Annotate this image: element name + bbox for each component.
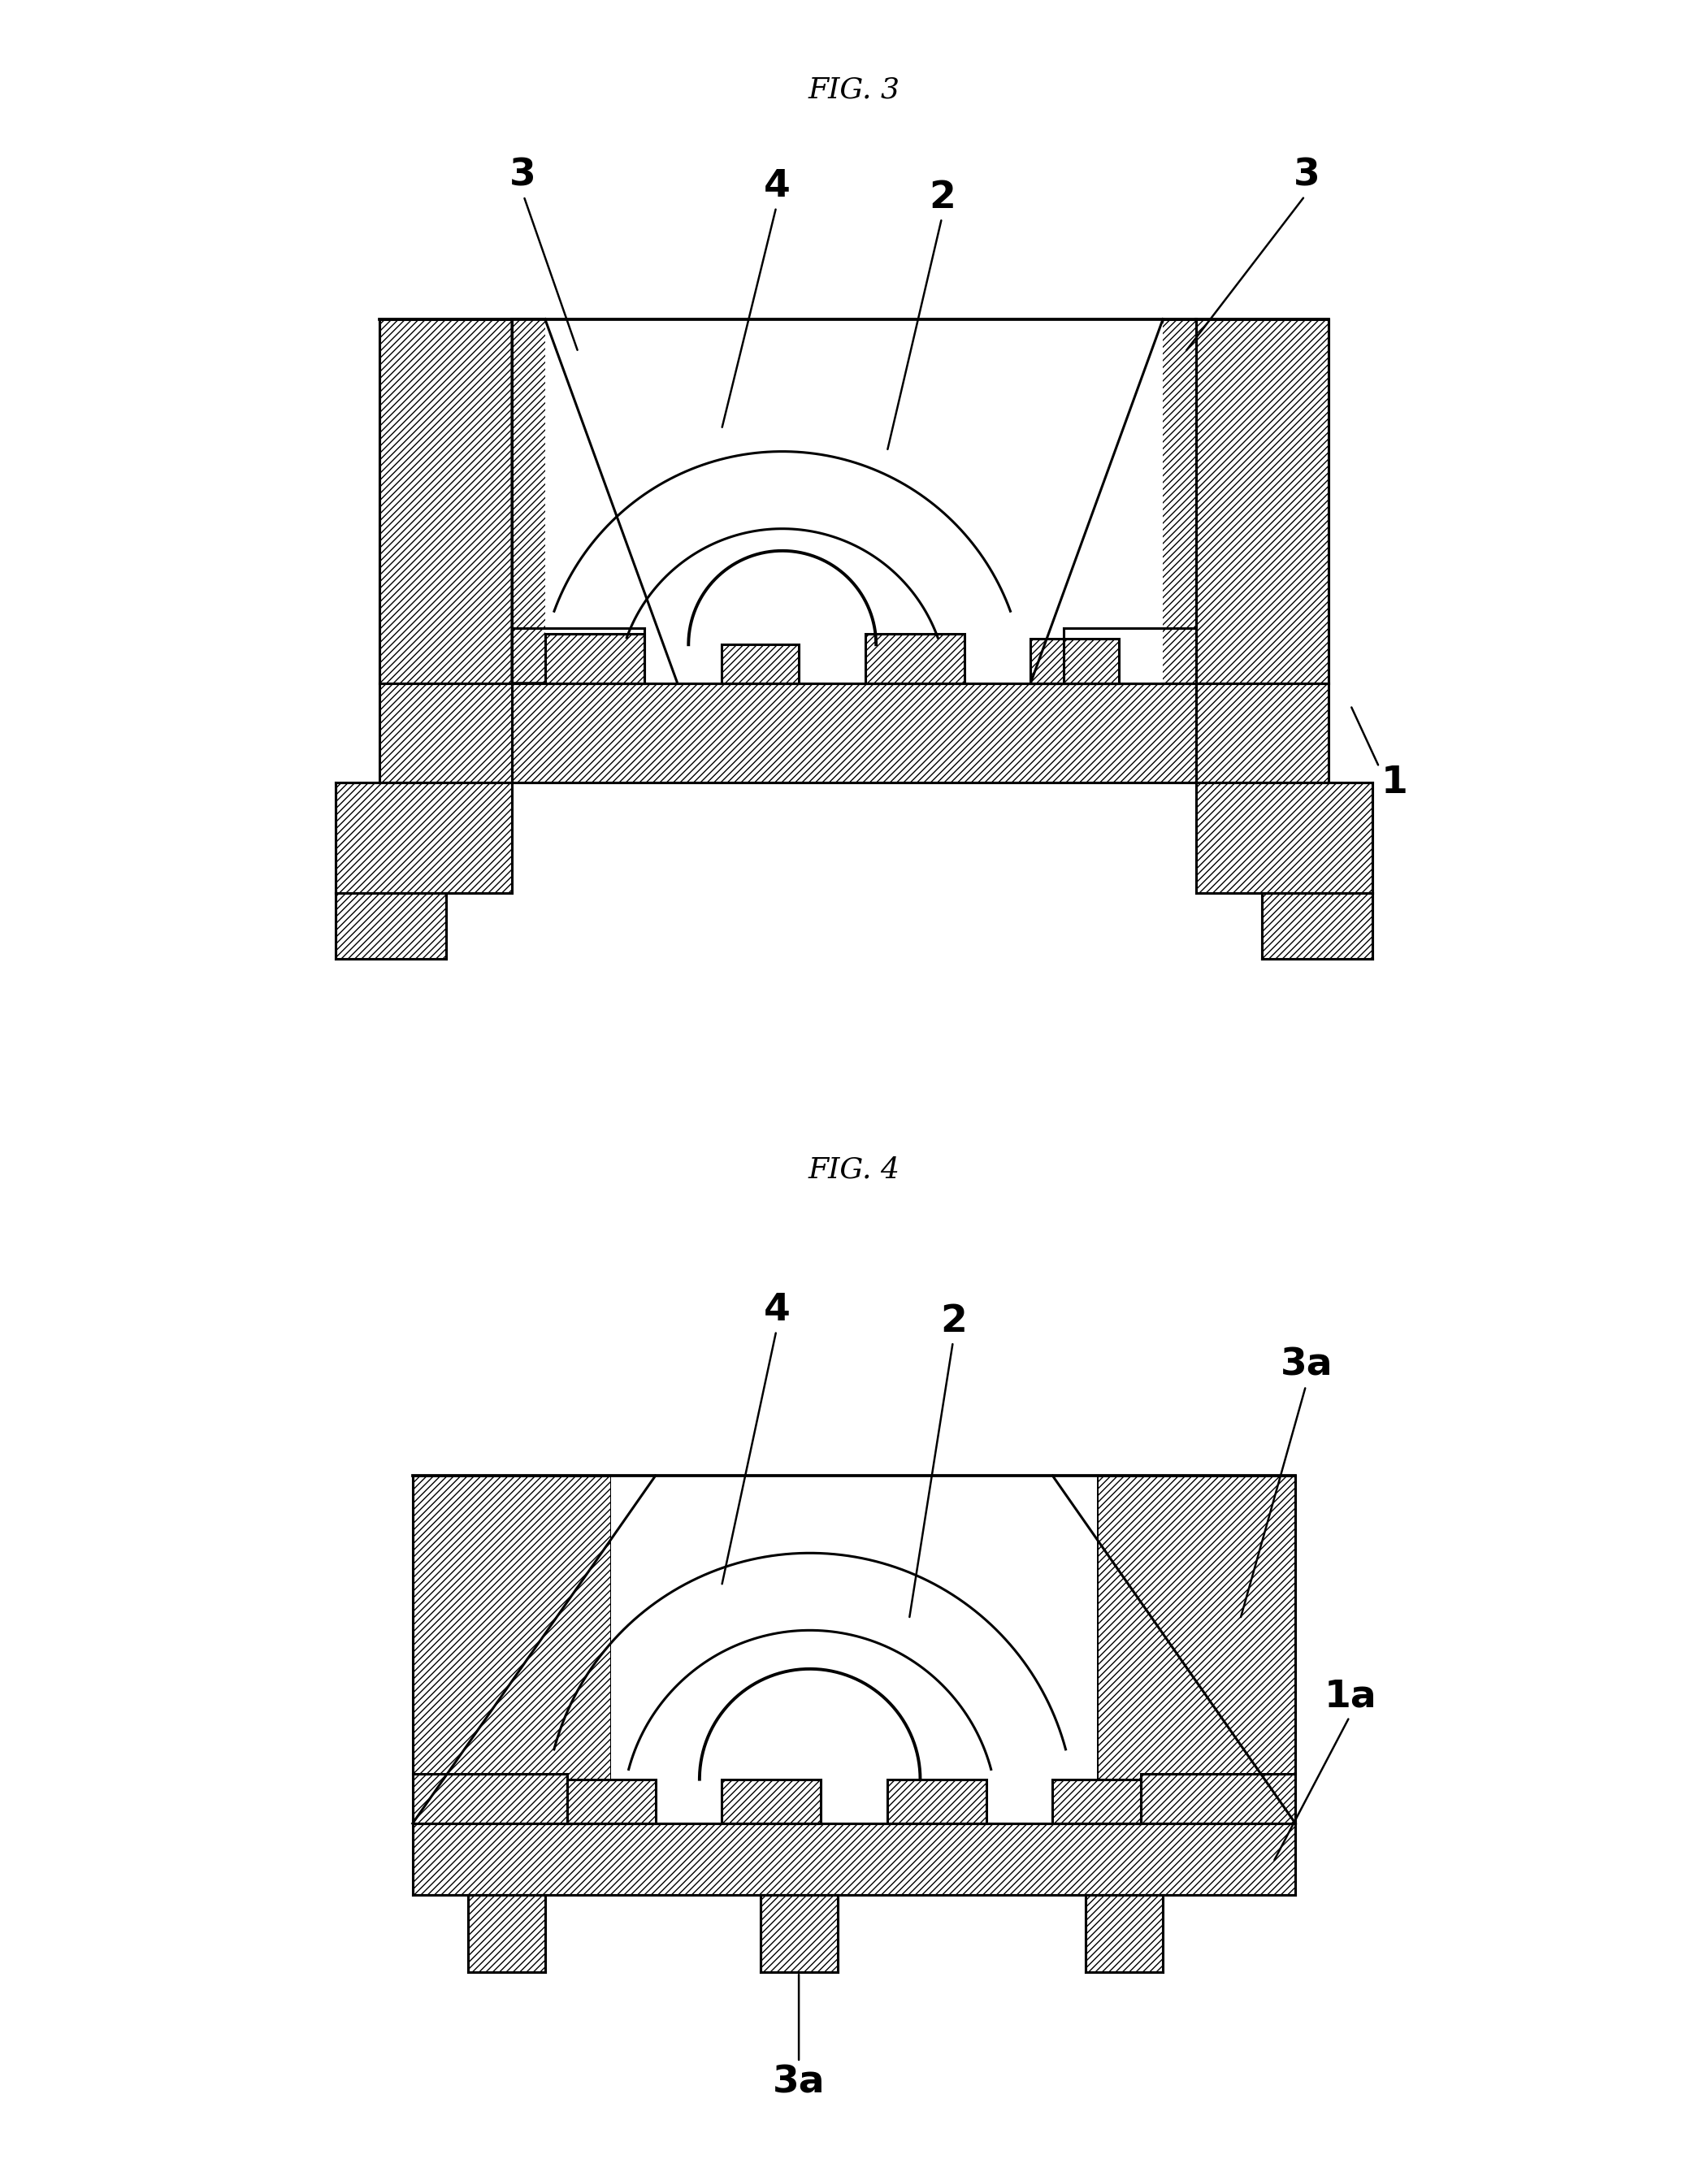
Polygon shape <box>512 320 678 682</box>
Polygon shape <box>335 782 512 894</box>
Bar <box>468 1896 545 1973</box>
Text: 1: 1 <box>1351 708 1407 801</box>
Bar <box>512 682 1196 782</box>
Bar <box>721 1779 822 1824</box>
Bar <box>656 1768 721 1824</box>
Bar <box>1262 894 1373 959</box>
Bar <box>379 682 512 782</box>
Bar <box>611 1477 1097 1824</box>
Bar <box>335 894 446 959</box>
Text: FIG. 4: FIG. 4 <box>808 1155 900 1183</box>
Polygon shape <box>1030 320 1196 682</box>
Bar <box>987 1768 1052 1824</box>
Text: 2: 2 <box>888 179 956 449</box>
Bar <box>965 628 1030 682</box>
Text: 1a: 1a <box>1274 1678 1377 1861</box>
Bar <box>886 1779 987 1824</box>
Text: 3a: 3a <box>1240 1347 1332 1617</box>
Bar <box>567 1779 656 1824</box>
Text: 4: 4 <box>722 168 791 427</box>
Bar <box>721 646 799 682</box>
Text: FIG. 3: FIG. 3 <box>808 76 900 104</box>
Bar <box>413 1824 1295 1896</box>
Bar <box>864 633 965 682</box>
Polygon shape <box>413 1477 611 1824</box>
Bar <box>760 1896 837 1973</box>
Bar <box>545 320 1163 682</box>
Text: 3a: 3a <box>772 1975 825 2101</box>
Polygon shape <box>1196 782 1373 894</box>
Bar <box>1196 320 1329 682</box>
Bar <box>545 633 644 682</box>
Bar <box>644 628 721 682</box>
Bar <box>1196 682 1329 782</box>
Text: 3: 3 <box>1187 158 1320 350</box>
Text: 2: 2 <box>910 1304 967 1617</box>
Bar <box>799 628 864 682</box>
Text: 3: 3 <box>509 158 577 350</box>
Bar <box>822 1768 886 1824</box>
Bar <box>1030 639 1119 682</box>
Bar <box>379 320 512 682</box>
Bar <box>1052 1779 1141 1824</box>
Text: 4: 4 <box>722 1291 791 1585</box>
Polygon shape <box>1097 1477 1295 1824</box>
Bar <box>1086 1896 1163 1973</box>
